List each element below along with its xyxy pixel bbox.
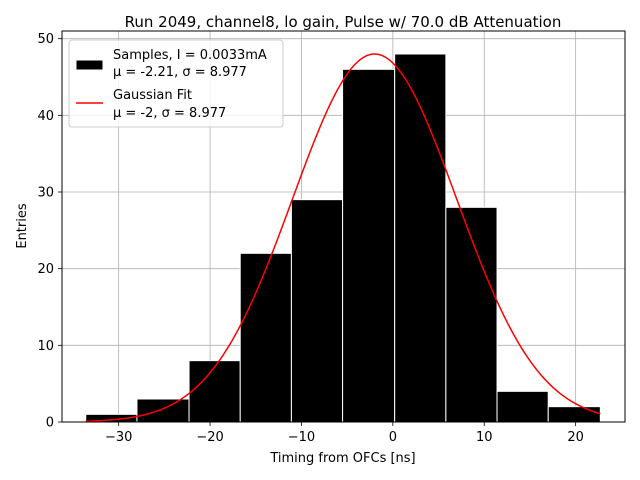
legend-label-fit: Gaussian Fit <box>113 88 192 103</box>
histogram-bar <box>188 360 241 423</box>
histogram-bar <box>239 252 292 423</box>
x-tick-label: −30 <box>105 430 132 445</box>
gaussian-fit <box>85 53 601 422</box>
histogram-bar <box>445 206 498 423</box>
x-tick-label: 0 <box>389 430 397 445</box>
legend-label-samples: Samples, I = 0.0033mA <box>113 48 267 63</box>
plot-frame <box>61 30 626 423</box>
gaussian-fit-line <box>85 53 601 422</box>
chart-title: Run 2049, channel8, lo gain, Pulse w/ 70… <box>125 13 562 31</box>
y-axis-label: Entries <box>15 203 30 249</box>
y-tick-label: 0 <box>46 416 54 431</box>
x-tick-label: −20 <box>196 430 223 445</box>
x-tick-label: −10 <box>288 430 315 445</box>
x-axis-label: Timing from OFCs [ns] <box>269 451 415 466</box>
y-tick-label: 50 <box>37 32 54 47</box>
y-tick-label: 40 <box>37 109 54 124</box>
legend-box <box>68 39 284 128</box>
x-tick-label: 20 <box>567 430 584 445</box>
legend-label-fit-stats: μ = -2, σ = 8.977 <box>113 106 226 121</box>
y-axis-ticks: 0 10 20 30 40 50 <box>37 32 62 431</box>
legend-label-samples-stats: μ = -2.21, σ = 8.977 <box>113 65 247 80</box>
x-axis-ticks: −30 −20 −10 0 10 20 <box>105 422 584 445</box>
histogram-bar <box>136 398 190 423</box>
legend-swatch-samples <box>75 59 104 71</box>
histogram-bar <box>290 199 344 423</box>
histogram-bars <box>85 53 601 423</box>
histogram-bar <box>547 406 601 423</box>
histogram-bar <box>342 68 396 423</box>
x-tick-label: 10 <box>476 430 493 445</box>
legend: Samples, I = 0.0033mA μ = -2.21, σ = 8.9… <box>68 39 284 128</box>
y-tick-label: 30 <box>37 186 54 201</box>
histogram-bar <box>496 390 549 423</box>
y-tick-label: 10 <box>37 339 54 354</box>
y-tick-label: 20 <box>37 262 54 277</box>
histogram-bar <box>394 53 447 423</box>
